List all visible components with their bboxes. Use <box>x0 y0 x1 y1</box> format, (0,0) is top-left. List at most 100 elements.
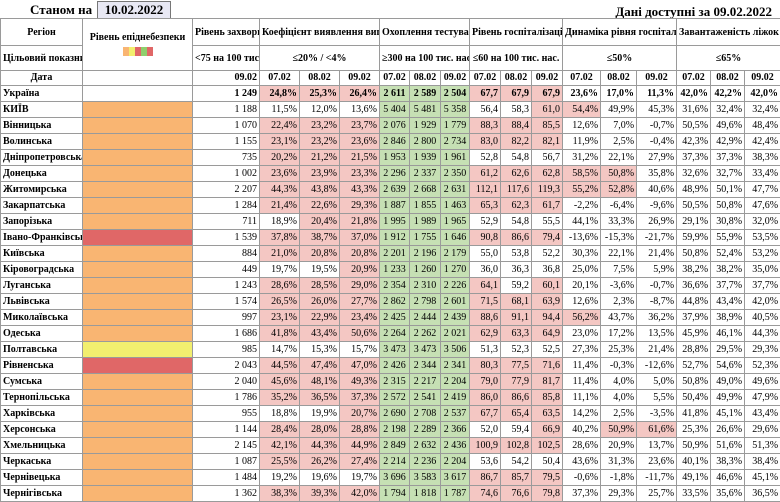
hosp-value: 88,4 <box>501 118 532 134</box>
morbidity-value: 1 249 <box>193 86 260 102</box>
detect-value: 19,7% <box>260 262 300 278</box>
testing-value: 3 506 <box>441 342 470 358</box>
detect-value: 23,6% <box>260 166 300 182</box>
oxy-value: 35,0% <box>745 262 780 278</box>
dyn-value: -3,5% <box>637 406 677 422</box>
oxy-value: 42,3% <box>677 134 711 150</box>
oxy-value: 32,0% <box>745 214 780 230</box>
dyn-value: 14,2% <box>563 406 601 422</box>
hosp-value: 79,0 <box>470 374 501 390</box>
testing-value: 2 541 <box>410 390 441 406</box>
oxy-value: 44,8% <box>677 294 711 310</box>
hosp-value: 82,2 <box>501 134 532 150</box>
detect-value: 27,7% <box>340 294 380 310</box>
testing-value: 2 310 <box>410 278 441 294</box>
dyn-value: 58,5% <box>563 166 601 182</box>
dyn-value: 25,7% <box>637 486 677 502</box>
col-region: Регіон <box>1 19 83 46</box>
oxy-value: 38,2% <box>711 262 745 278</box>
detect-value: 39,3% <box>300 486 340 502</box>
oxy-value: 36,6% <box>677 278 711 294</box>
testing-value: 2 631 <box>441 182 470 198</box>
hosp-value: 64,1 <box>470 278 501 294</box>
dyn-value: 52,8% <box>601 182 637 198</box>
testing-value: 2 668 <box>410 182 441 198</box>
morbidity-value: 1 362 <box>193 486 260 502</box>
dyn-value: 50,9% <box>601 422 637 438</box>
oxy-value: 51,6% <box>711 438 745 454</box>
hosp-value: 80,3 <box>470 358 501 374</box>
dyn-value: 31,2% <box>563 150 601 166</box>
oxy-value: 36,5% <box>745 486 780 502</box>
hosp-value: 112,1 <box>470 182 501 198</box>
testing-value: 2 426 <box>380 358 410 374</box>
oxy-value: 53,5% <box>745 230 780 246</box>
testing-value: 2 439 <box>441 310 470 326</box>
dyn-value: 11,4% <box>563 374 601 390</box>
oxy-value: 47,7% <box>745 182 780 198</box>
oxy-value: 47,6% <box>745 198 780 214</box>
oxy-value: 37,3% <box>711 150 745 166</box>
oxy-value: 52,7% <box>677 358 711 374</box>
testing-value: 2 639 <box>380 182 410 198</box>
testing-value: 2 344 <box>410 358 441 374</box>
dyn-value: 45,3% <box>637 102 677 118</box>
oxy-value: 50,8% <box>677 246 711 262</box>
hosp-value: 102,8 <box>501 438 532 454</box>
hosp-value: 85,8 <box>532 390 563 406</box>
region-name: Івано-Франківська <box>1 230 83 246</box>
detect-value: 11,5% <box>260 102 300 118</box>
detect-value: 23,4% <box>340 310 380 326</box>
oxy-value: 29,5% <box>711 342 745 358</box>
hosp-target: ≤60 на 100 тис. нас. <box>470 46 563 71</box>
dyn-value: 43,6% <box>563 454 601 470</box>
dyn-value: 22,1% <box>601 150 637 166</box>
dyn-value: 20,9% <box>601 438 637 454</box>
testing-value: 2 341 <box>441 358 470 374</box>
hosp-value: 88,6 <box>470 310 501 326</box>
oxy-value: 37,7% <box>711 278 745 294</box>
dyn-value: -0,7% <box>637 118 677 134</box>
epi-level-cell <box>83 198 193 214</box>
detect-value: 23,2% <box>300 134 340 150</box>
region-name: Черкаська <box>1 454 83 470</box>
testing-value: 2 504 <box>441 86 470 102</box>
region-name: Житомирська <box>1 182 83 198</box>
hosp-value: 83,0 <box>470 134 501 150</box>
hosp-value: 86,6 <box>501 390 532 406</box>
dyn-value: 2,5% <box>601 134 637 150</box>
testing-value: 2 196 <box>410 246 441 262</box>
testing-value: 2 537 <box>441 406 470 422</box>
dyn-value: 12,6% <box>563 118 601 134</box>
testing-value: 1 787 <box>441 486 470 502</box>
region-name: Дніпропетровська <box>1 150 83 166</box>
detect-value: 47,4% <box>300 358 340 374</box>
hosp-value: 62,3 <box>501 198 532 214</box>
dyn-value: 36,2% <box>637 310 677 326</box>
hosp-value: 55,5 <box>532 214 563 230</box>
oxy-value: 32,4% <box>745 102 780 118</box>
oxy-value: 40,1% <box>677 454 711 470</box>
oxy-value: 54,6% <box>711 358 745 374</box>
dyn-value: 20,1% <box>563 278 601 294</box>
detect-value: 50,6% <box>340 326 380 342</box>
oxy-value: 46,1% <box>711 326 745 342</box>
col-epi-label: Рівень епіднебезпеки <box>85 32 190 43</box>
oxy-value: 50,9% <box>677 438 711 454</box>
dyn-value: -21,7% <box>637 230 677 246</box>
as-of-label: Станом на <box>30 2 92 18</box>
region-name: Рівненська <box>1 358 83 374</box>
hosp-value: 52,2 <box>532 246 563 262</box>
epi-level-cell <box>83 134 193 150</box>
hosp-value: 88,3 <box>470 118 501 134</box>
testing-value: 1 887 <box>380 198 410 214</box>
detect-value: 21,4% <box>260 198 300 214</box>
hosp-value: 61,2 <box>470 166 501 182</box>
dyn-value: 17,0% <box>601 86 637 102</box>
detect-value: 23,7% <box>340 118 380 134</box>
hosp-value: 67,9 <box>532 86 563 102</box>
dyn-value: 11,3% <box>637 86 677 102</box>
testing-value: 1 779 <box>441 118 470 134</box>
